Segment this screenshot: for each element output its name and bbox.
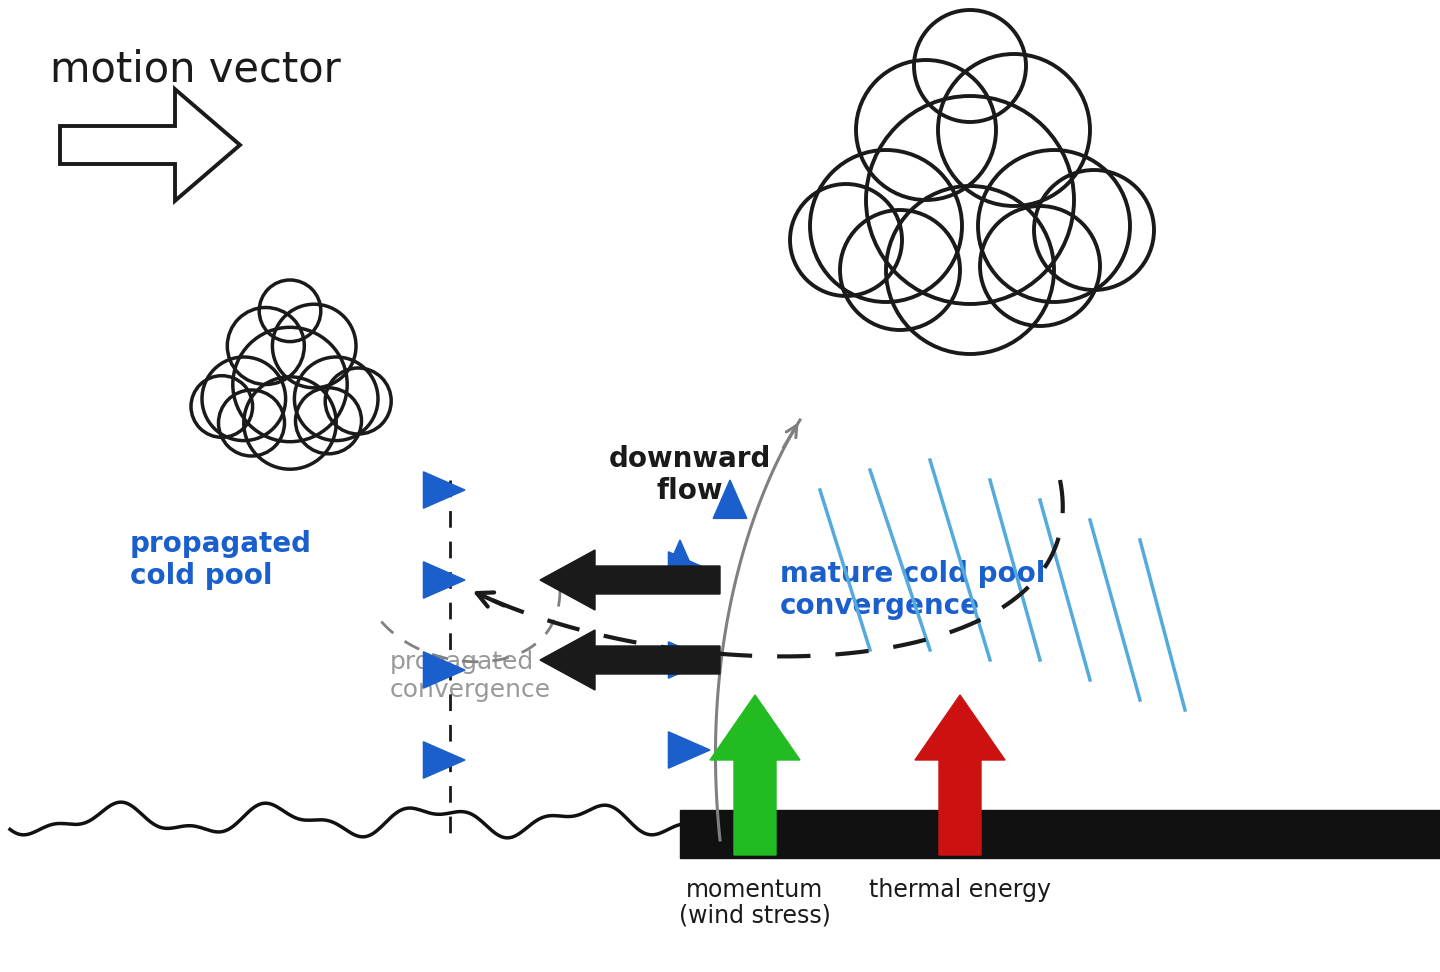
Polygon shape — [664, 540, 697, 578]
Circle shape — [192, 376, 252, 437]
Circle shape — [233, 328, 347, 441]
Circle shape — [202, 357, 285, 440]
Polygon shape — [423, 652, 465, 688]
Circle shape — [791, 184, 901, 296]
FancyArrow shape — [540, 630, 720, 690]
Circle shape — [840, 210, 960, 330]
Polygon shape — [713, 480, 747, 518]
FancyArrow shape — [540, 550, 720, 610]
Text: propagated
cold pool: propagated cold pool — [130, 530, 312, 590]
Circle shape — [937, 54, 1090, 206]
Circle shape — [978, 150, 1130, 302]
Bar — [680, 810, 1440, 858]
Polygon shape — [423, 471, 465, 508]
Circle shape — [855, 60, 996, 200]
Circle shape — [294, 357, 377, 440]
Circle shape — [914, 10, 1025, 122]
FancyArrow shape — [60, 89, 240, 201]
FancyArrow shape — [710, 695, 801, 855]
Circle shape — [1034, 170, 1153, 290]
Circle shape — [325, 368, 392, 434]
Text: thermal energy: thermal energy — [868, 878, 1051, 902]
Circle shape — [981, 206, 1100, 326]
Circle shape — [259, 280, 321, 341]
Circle shape — [295, 388, 361, 454]
Circle shape — [243, 377, 336, 469]
Text: motion vector: motion vector — [50, 48, 341, 90]
Polygon shape — [668, 642, 710, 678]
Circle shape — [219, 390, 285, 456]
Text: mature cold pool
convergence: mature cold pool convergence — [780, 560, 1045, 620]
Circle shape — [272, 304, 356, 388]
Text: propagated
convergence: propagated convergence — [390, 650, 552, 702]
Text: downward
flow: downward flow — [609, 445, 772, 505]
FancyArrow shape — [914, 695, 1005, 855]
Circle shape — [809, 150, 962, 302]
Circle shape — [228, 307, 304, 385]
Polygon shape — [423, 562, 465, 598]
Polygon shape — [423, 742, 465, 779]
Circle shape — [865, 96, 1074, 304]
Circle shape — [886, 186, 1054, 354]
Polygon shape — [668, 552, 710, 588]
Text: momentum
(wind stress): momentum (wind stress) — [680, 878, 831, 928]
Polygon shape — [668, 732, 710, 768]
